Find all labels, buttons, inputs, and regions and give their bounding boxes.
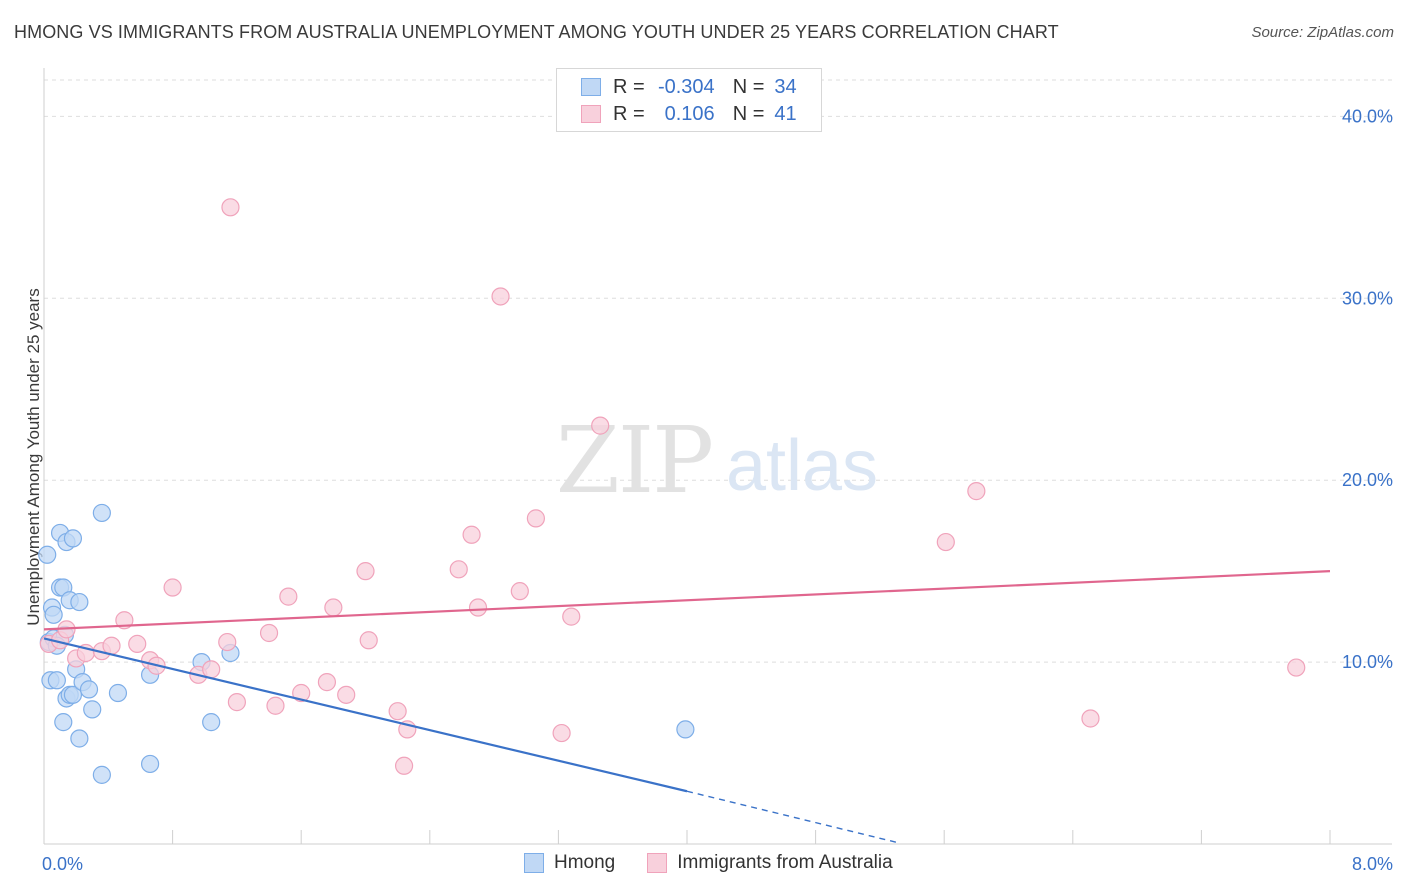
hmong-point [202,713,221,732]
hmong-point [47,671,66,690]
axes [43,68,1392,845]
y-tick-label: 10.0% [1342,652,1393,672]
australia-point [967,482,986,501]
hmong-point [92,765,111,784]
australia-point [221,198,240,217]
source-label: Source: ZipAtlas.com [1251,24,1394,41]
hmong-point [44,605,63,624]
australia-point [337,685,356,704]
n-label: N = [732,75,765,98]
legend-item-australia: Immigrants from Australia [647,852,893,874]
hmong-trend-extension [686,790,897,843]
australia-point [292,683,311,703]
hmong-point [63,685,83,704]
series-legend: Hmong Immigrants from Australia [524,852,925,874]
legend-label-hmong: Hmong [554,852,616,873]
x-tick-label-min: 0.0% [42,854,83,874]
australia-point [324,598,343,617]
australia-point [1081,709,1100,728]
australia-point [317,673,337,692]
gridlines [44,79,1392,663]
hmong-point [70,592,89,612]
tick-labels: 10.0% 20.0% 30.0% 40.0% 0.0% 8.0% [42,106,1393,874]
hmong-point [140,754,160,774]
australia-point [510,582,529,601]
hmong-swatch [581,78,601,96]
hmong-point [70,729,89,748]
hmong-point [676,720,695,739]
australia-point [491,287,510,306]
australia-point [394,756,414,775]
hmong-point [92,503,111,523]
australia-point [526,509,545,528]
australia-point [102,636,121,655]
australia-point [468,598,488,617]
data-points [38,198,1306,784]
r-label: R = [613,75,645,98]
hmong-swatch [524,853,544,873]
australia-point [359,631,378,650]
legend-row-australia: R = 0.106 N = 41 [581,101,797,127]
australia-point [462,525,481,544]
australia-swatch [581,105,601,123]
y-tick-label: 40.0% [1342,106,1393,126]
watermark: ZIP atlas [556,407,878,514]
australia-point [562,607,581,626]
legend-label-australia: Immigrants from Australia [677,852,893,873]
hmong-point [79,680,99,699]
australia-point [218,632,237,652]
hmong-point [108,683,128,703]
x-tick-label-max: 8.0% [1352,854,1393,874]
r-label: R = [613,102,645,125]
australia-point [266,696,285,715]
r-value: -0.304 [657,75,715,98]
australia-point [279,587,298,606]
y-tick-label: 30.0% [1342,288,1393,308]
australia-point [356,562,375,581]
australia-point [552,723,571,743]
australia-trend-line [43,570,1331,631]
y-tick-label: 20.0% [1342,470,1393,490]
watermark-atlas: atlas [726,426,878,506]
australia-point [227,693,246,712]
hmong-trend-line [43,637,688,793]
correlation-legend: R = -0.304 N = 34 R = 0.106 N = 41 [556,68,822,132]
hmong-point [38,545,57,564]
trend-lines [43,570,1331,843]
chart-title: HMONG VS IMMIGRANTS FROM AUSTRALIA UNEMP… [14,22,1059,42]
australia-point [259,623,279,643]
australia-point [163,578,182,597]
legend-row-hmong: R = -0.304 N = 34 [581,74,797,100]
australia-point [449,560,468,579]
hmong-point [83,700,102,719]
australia-point [202,660,221,679]
australia-point [128,634,147,654]
australia-point [591,416,610,435]
australia-point [388,702,407,721]
legend-item-hmong: Hmong [524,852,615,874]
r-value: 0.106 [664,102,715,125]
n-value: 34 [774,75,797,98]
hmong-point [63,529,83,548]
watermark-zip: ZIP [556,407,712,514]
n-label: N = [732,102,765,125]
australia-point [936,532,955,552]
australia-swatch [647,853,668,873]
australia-point [1287,658,1306,677]
n-value: 41 [774,102,797,125]
hmong-point [54,713,73,732]
